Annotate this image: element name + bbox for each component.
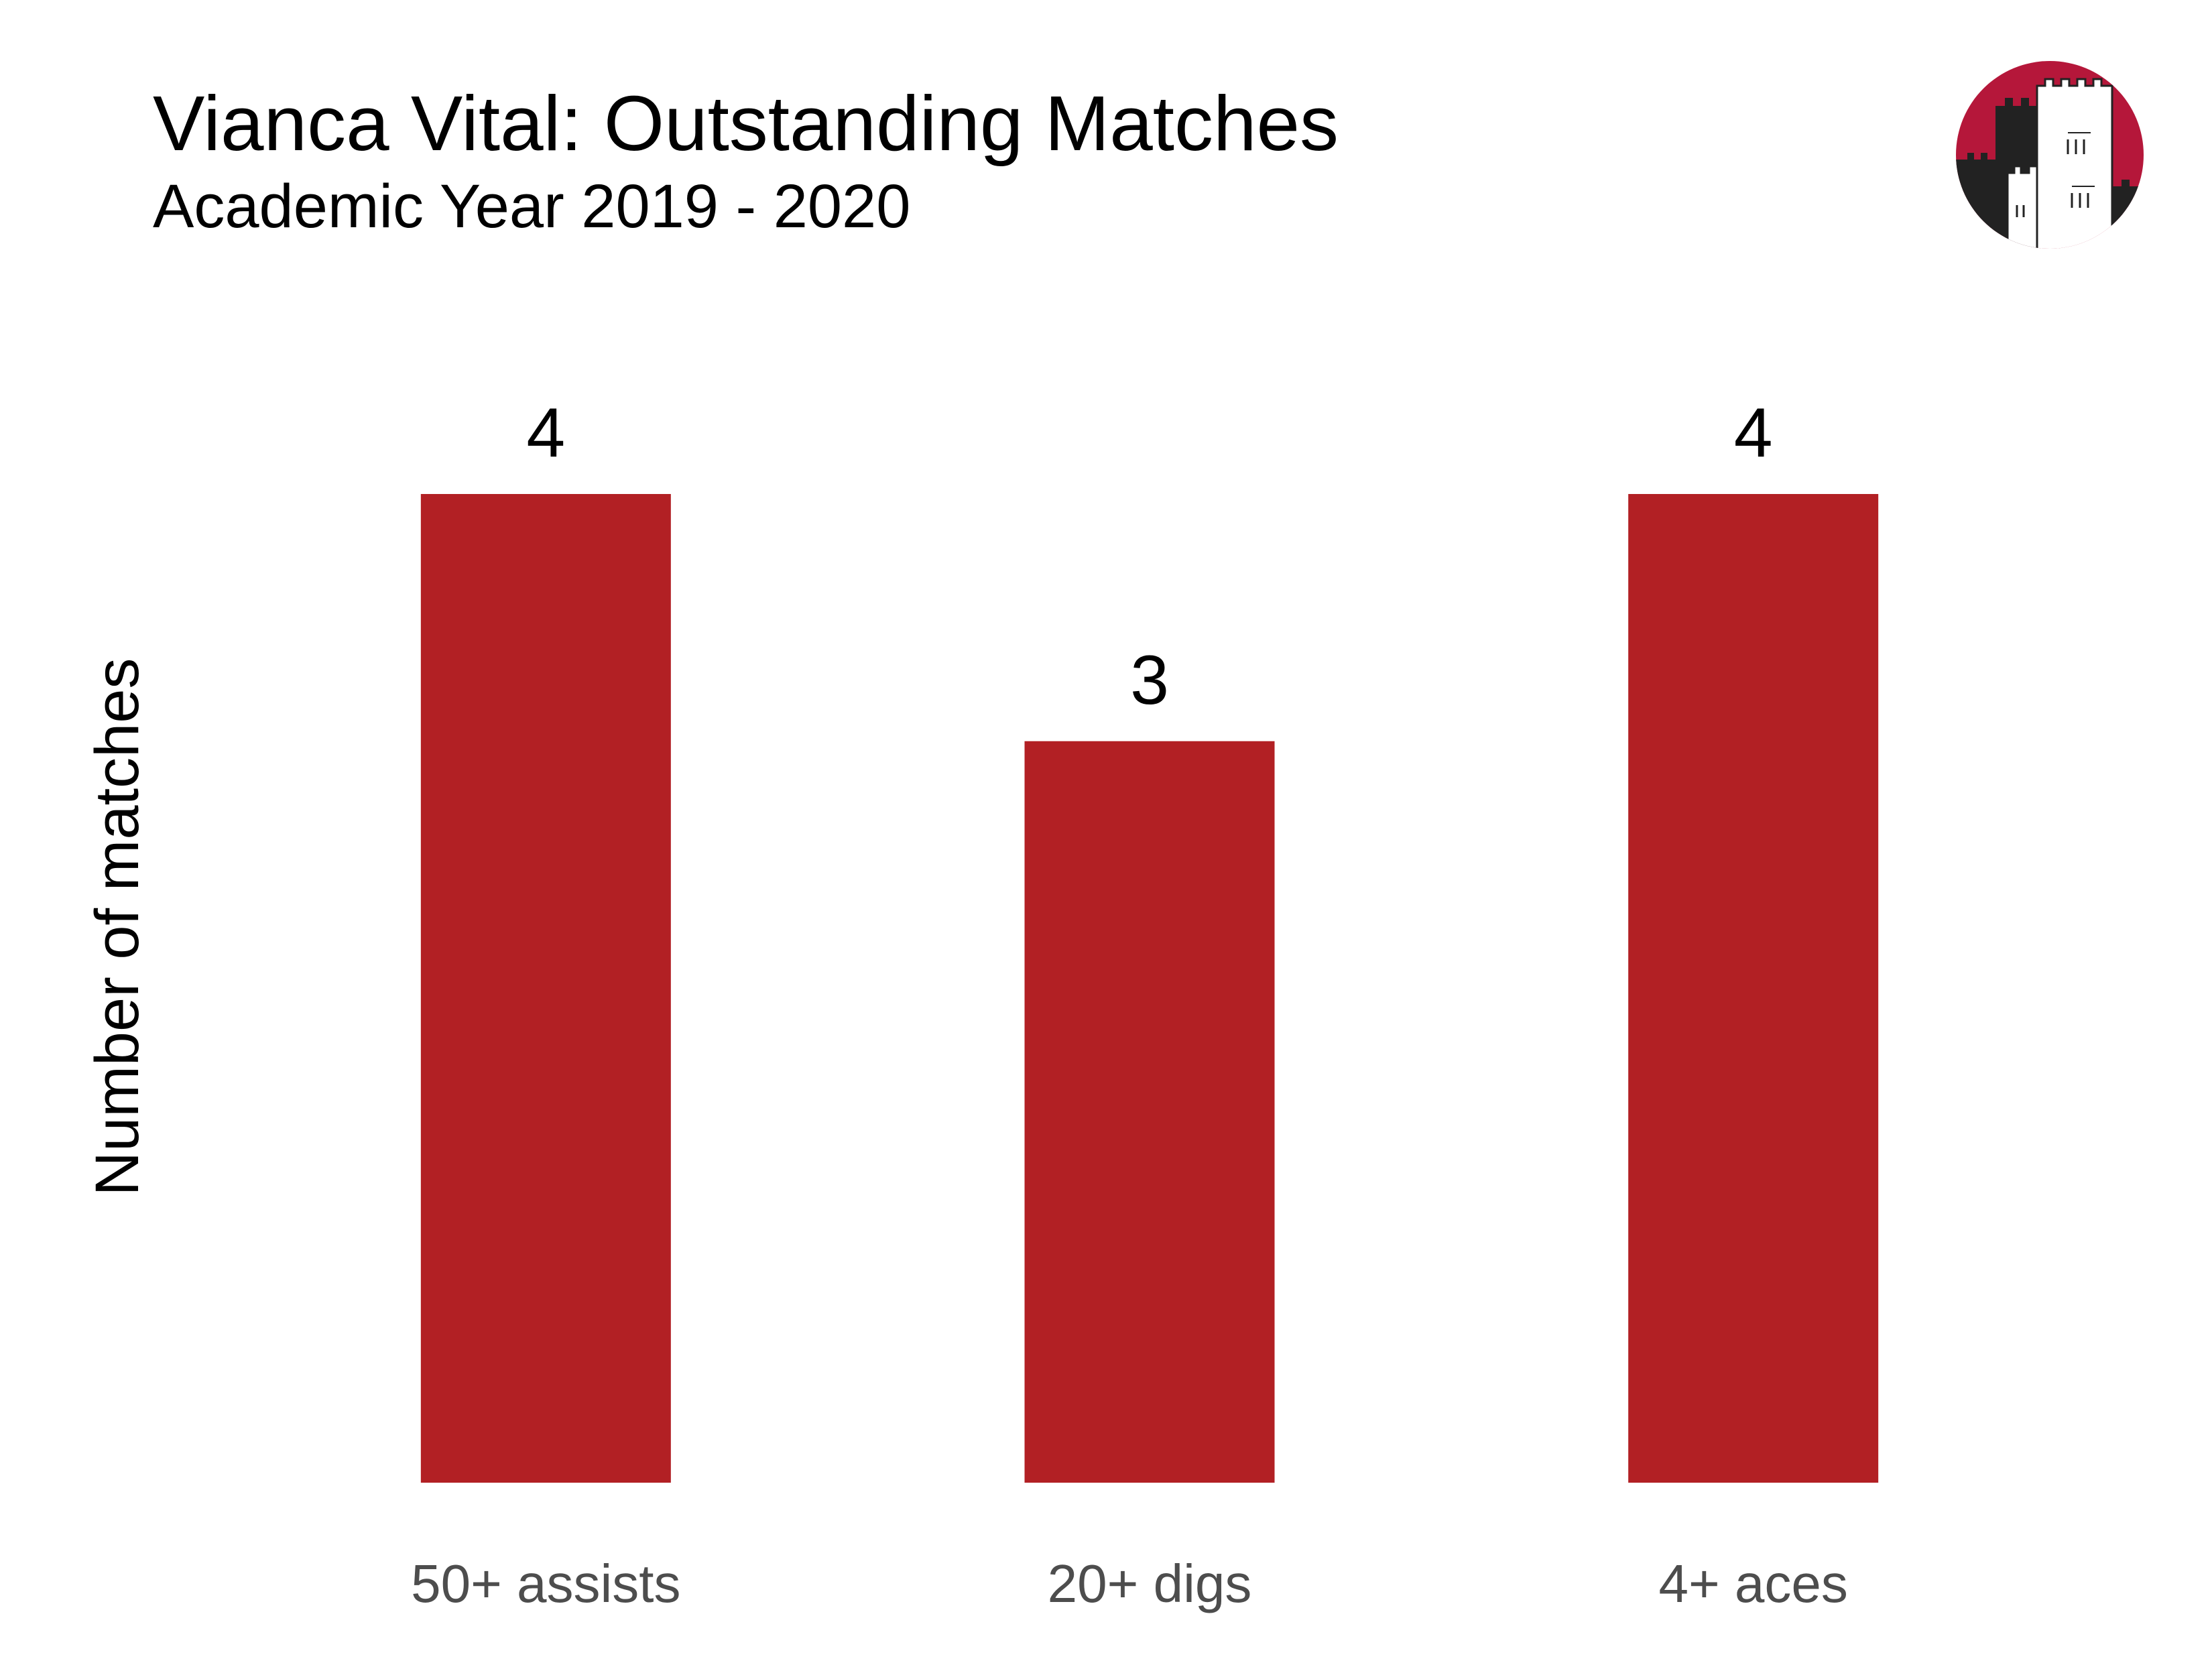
- bar-value-label-2: 4: [1734, 394, 1773, 472]
- bar-value-label-1: 3: [1130, 641, 1169, 719]
- x-tick-label-2: 4+ aces: [1658, 1554, 1847, 1613]
- bars-layer: [420, 494, 1879, 1483]
- x-tick-label-0: 50+ assists: [411, 1554, 680, 1613]
- y-axis-label: Number of matches: [83, 658, 151, 1196]
- value-labels-layer: 4 3 4: [526, 394, 1772, 719]
- x-tick-label-1: 20+ digs: [1048, 1554, 1252, 1613]
- bar-value-label-0: 4: [526, 394, 565, 472]
- bar-1: [1024, 741, 1275, 1483]
- bar-0: [420, 494, 671, 1483]
- bar-2: [1628, 494, 1879, 1483]
- chart-subtitle: Academic Year 2019 - 2020: [153, 172, 911, 241]
- x-tick-labels: 50+ assists 20+ digs 4+ aces: [411, 1554, 1848, 1613]
- castle-tower-logo-icon: [1956, 61, 2144, 249]
- chart-title: Vianca Vital: Outstanding Matches: [153, 80, 1339, 167]
